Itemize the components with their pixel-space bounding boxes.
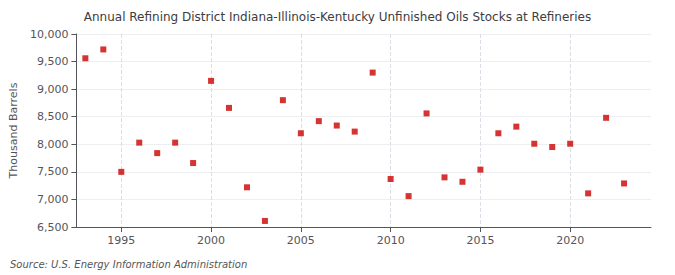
svg-text:7,000: 7,000 xyxy=(37,193,69,206)
svg-text:9,000: 9,000 xyxy=(37,83,69,96)
svg-text:Thousand Barrels: Thousand Barrels xyxy=(7,82,20,179)
svg-text:1995: 1995 xyxy=(107,234,135,247)
svg-text:7,500: 7,500 xyxy=(37,165,69,178)
svg-text:9,500: 9,500 xyxy=(37,55,69,68)
svg-text:8,500: 8,500 xyxy=(37,110,69,123)
svg-text:Source: U.S. Energy Informatio: Source: U.S. Energy Information Administ… xyxy=(10,259,247,270)
svg-text:10,000: 10,000 xyxy=(30,28,69,41)
svg-text:6,500: 6,500 xyxy=(37,221,69,234)
svg-text:2005: 2005 xyxy=(287,234,315,247)
svg-text:Annual Refining District India: Annual Refining District Indiana-Illinoi… xyxy=(84,10,591,24)
svg-text:2010: 2010 xyxy=(377,234,405,247)
svg-text:2020: 2020 xyxy=(556,234,584,247)
svg-text:2015: 2015 xyxy=(466,234,494,247)
svg-text:2000: 2000 xyxy=(197,234,225,247)
svg-text:8,000: 8,000 xyxy=(37,138,69,151)
